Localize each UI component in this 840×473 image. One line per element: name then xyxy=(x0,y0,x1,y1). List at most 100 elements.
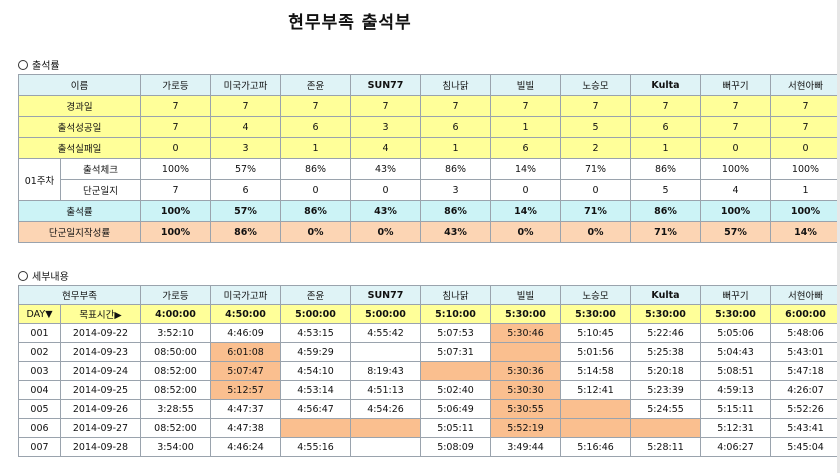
diary-rate-cell: 71% xyxy=(630,221,702,243)
time-cell: 5:22:46 xyxy=(630,323,701,343)
elapsed-cell: 7 xyxy=(560,95,632,117)
window-edge xyxy=(837,0,840,473)
time-cell xyxy=(560,418,631,438)
elapsed-cell: 7 xyxy=(490,95,562,117)
time-cell xyxy=(420,361,491,381)
target-time-cell: 5:00:00 xyxy=(350,304,421,324)
member-header: 서현아빠 xyxy=(770,285,840,305)
target-time-cell: 5:00:00 xyxy=(280,304,351,324)
name-header: 이름 xyxy=(17,74,142,96)
time-cell: 5:23:39 xyxy=(630,380,701,400)
diary-cell: 0 xyxy=(560,179,632,201)
time-cell: 5:47:18 xyxy=(770,361,840,381)
success-label: 출석성공일 xyxy=(17,116,142,138)
success-cell: 1 xyxy=(490,116,562,138)
diary-row: 단군일지 7 6 0 0 3 0 0 5 4 1 xyxy=(19,179,840,201)
success-cell: 7 xyxy=(700,116,772,138)
day-number: 005 xyxy=(18,399,61,419)
time-cell: 5:30:36 xyxy=(490,361,561,381)
diary-cell: 6 xyxy=(210,179,282,201)
time-cell: 5:52:26 xyxy=(770,399,840,419)
elapsed-cell: 7 xyxy=(210,95,282,117)
time-cell: 5:07:53 xyxy=(420,323,491,343)
time-cell: 4:51:13 xyxy=(350,380,421,400)
time-cell: 4:53:14 xyxy=(280,380,351,400)
time-cell: 08:52:00 xyxy=(140,361,211,381)
time-cell: 4:59:13 xyxy=(700,380,771,400)
day-number: 004 xyxy=(18,380,61,400)
diary-rate-cell: 100% xyxy=(140,221,212,243)
check-row: 01주차 출석체크 100% 57% 86% 43% 86% 14% 71% 8… xyxy=(18,158,840,201)
elapsed-cell: 7 xyxy=(280,95,352,117)
detail-row: 004 2014-09-25 08:52:00 5:12:57 4:53:14 4:51:… xyxy=(18,380,840,400)
rate-row: 출석률 100% 57% 86% 43% 86% 14% 71% 86% 100… xyxy=(17,200,840,222)
member-header: 미국가고파 xyxy=(210,285,281,305)
diary-rate-cell: 0% xyxy=(560,221,632,243)
fail-cell: 1 xyxy=(630,137,702,159)
elapsed-cell: 7 xyxy=(630,95,702,117)
date-cell: 2014-09-23 xyxy=(60,342,141,362)
time-cell xyxy=(560,399,631,419)
detail-rows: 001 2014-09-22 3:52:10 4:46:09 4:53:15 4:55:4… xyxy=(18,323,840,457)
member-header: 노승모 xyxy=(560,74,632,96)
time-cell: 5:16:46 xyxy=(560,437,631,457)
target-time-cell: 5:30:00 xyxy=(700,304,771,324)
success-cell: 4 xyxy=(210,116,282,138)
detail-table: 현무부족 가로등 미국가고파 존윤 SUN77 침나닭 빌빌 노승모 Kulta… xyxy=(18,285,840,457)
section-attendance-rate-label: 출석률 xyxy=(32,61,60,72)
time-cell: 5:05:11 xyxy=(420,418,491,438)
date-cell: 2014-09-24 xyxy=(60,361,141,381)
time-cell: 5:45:04 xyxy=(770,437,840,457)
time-cell: 3:52:10 xyxy=(140,323,211,343)
elapsed-cell: 7 xyxy=(420,95,492,117)
rate-cell: 86% xyxy=(420,200,492,222)
rate-cell: 86% xyxy=(280,200,352,222)
summary-header-row: 이름 가로등 미국가고파 존윤 SUN77 침나닭 빌빌 노승모 Kulta 뻐… xyxy=(17,74,840,96)
time-cell: 5:14:58 xyxy=(560,361,631,381)
target-time-cell: 4:50:00 xyxy=(210,304,281,324)
time-cell: 3:28:55 xyxy=(140,399,211,419)
time-cell: 5:48:06 xyxy=(770,323,840,343)
date-cell: 2014-09-25 xyxy=(60,380,141,400)
success-cell: 7 xyxy=(770,116,840,138)
time-cell: 8:19:43 xyxy=(350,361,421,381)
check-cell: 57% xyxy=(210,158,282,180)
target-time-label: 목표시간▶ xyxy=(60,304,141,324)
check-cell: 86% xyxy=(420,158,492,180)
member-header: 침나닭 xyxy=(420,74,492,96)
target-time-row: DAY▼ 목표시간▶ 4:00:00 4:50:00 5:00:00 5:00:… xyxy=(18,304,840,324)
check-cell: 71% xyxy=(560,158,632,180)
time-cell xyxy=(350,418,421,438)
time-cell: 5:08:51 xyxy=(700,361,771,381)
time-cell: 5:28:11 xyxy=(630,437,701,457)
elapsed-cell: 7 xyxy=(350,95,422,117)
fail-cell: 2 xyxy=(560,137,632,159)
time-cell: 4:46:24 xyxy=(210,437,281,457)
time-cell: 4:54:10 xyxy=(280,361,351,381)
day-number: 001 xyxy=(18,323,61,343)
section-attendance-rate: 출석률 xyxy=(18,57,60,72)
diary-rate-cell: 0% xyxy=(350,221,422,243)
diary-rate-row: 단군일지작성률 100% 86% 0% 0% 43% 0% 0% 71% 57%… xyxy=(17,221,840,243)
diary-cell: 5 xyxy=(630,179,702,201)
member-header: 서현아빠 xyxy=(770,74,840,96)
time-cell: 5:12:41 xyxy=(560,380,631,400)
success-row: 출석성공일 7 4 6 3 6 1 5 6 7 7 xyxy=(17,116,840,138)
fail-cell: 3 xyxy=(210,137,282,159)
day-number: 006 xyxy=(18,418,61,438)
time-cell: 4:54:26 xyxy=(350,399,421,419)
time-cell: 4:46:09 xyxy=(210,323,281,343)
check-cell: 100% xyxy=(700,158,772,180)
member-header: 빌빌 xyxy=(490,285,561,305)
time-cell xyxy=(350,342,421,362)
time-cell: 4:53:15 xyxy=(280,323,351,343)
time-cell: 5:43:01 xyxy=(770,342,840,362)
rate-cell: 71% xyxy=(560,200,632,222)
rate-cell: 14% xyxy=(490,200,562,222)
section-details-label: 세부내용 xyxy=(32,272,69,283)
time-cell: 5:43:41 xyxy=(770,418,840,438)
target-time-cell: 6:00:00 xyxy=(770,304,840,324)
date-cell: 2014-09-27 xyxy=(60,418,141,438)
fail-cell: 0 xyxy=(700,137,772,159)
day-sort-label[interactable]: DAY▼ xyxy=(18,304,61,324)
